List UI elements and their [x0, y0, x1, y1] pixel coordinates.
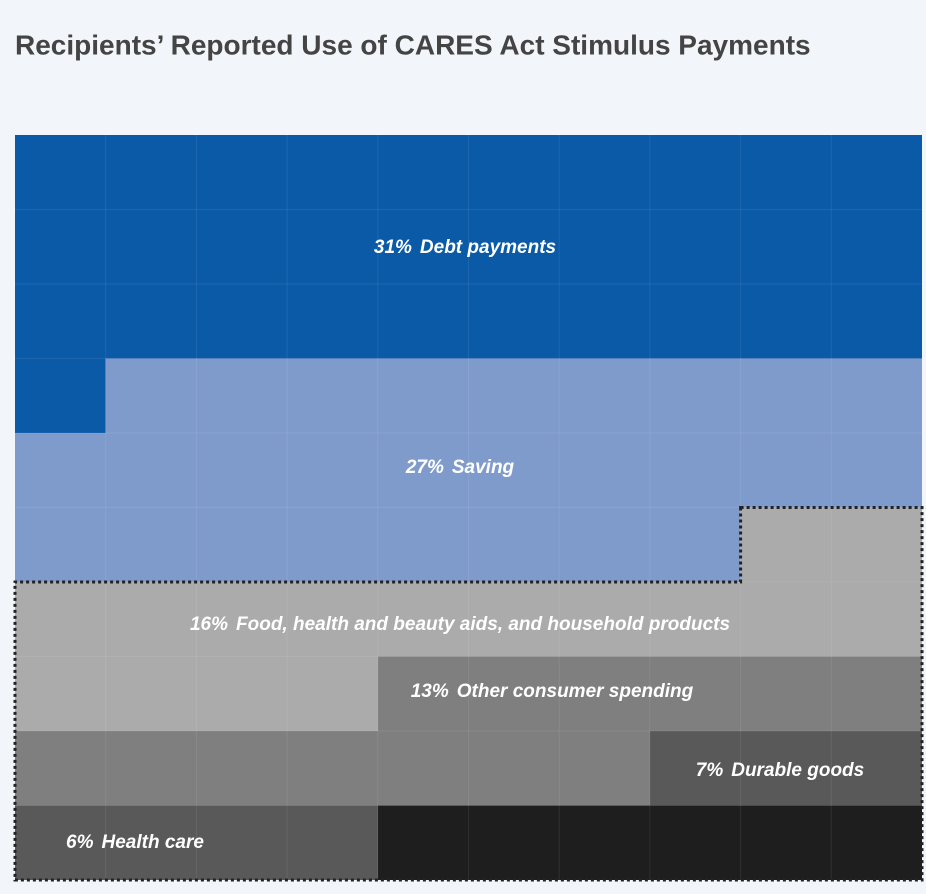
category-label: Food, health and beauty aids, and househ…	[236, 614, 730, 635]
chart-title: Recipients’ Reported Use of CARES Act St…	[15, 29, 811, 60]
waffle-segment	[15, 656, 922, 806]
segment-label: 7% Durable goods	[696, 760, 864, 781]
category-label: Debt payments	[420, 237, 556, 258]
category-label: Durable goods	[731, 760, 864, 781]
segment-label: 16% Food, health and beauty aids, and hou…	[190, 614, 730, 635]
value-label: 27%	[405, 457, 444, 478]
segment-label: 27% Saving	[405, 457, 515, 478]
segment-label: 31% Debt payments	[374, 237, 556, 258]
waffle-segment	[15, 731, 922, 880]
waffle-segment	[15, 358, 922, 582]
waffle-segment	[15, 507, 922, 731]
segment-label: 13% Other consumer spending	[411, 681, 694, 702]
category-label: Other consumer spending	[457, 681, 694, 702]
segment-label: 6% Health care	[66, 832, 204, 853]
value-label: 6%	[66, 832, 94, 853]
waffle-segment	[377, 805, 922, 880]
value-label: 16%	[190, 614, 228, 635]
value-label: 31%	[374, 237, 412, 258]
category-label: Saving	[452, 457, 515, 478]
consumer-spending-outline	[13, 506, 924, 882]
category-label: Health care	[102, 832, 205, 853]
value-label: 13%	[411, 681, 449, 702]
value-label: 7%	[696, 760, 724, 781]
